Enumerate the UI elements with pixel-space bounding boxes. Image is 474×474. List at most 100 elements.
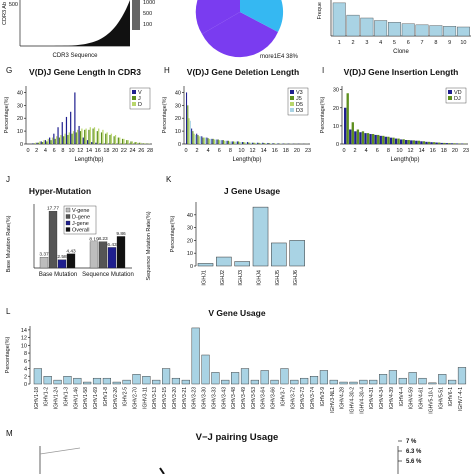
- bar-J5: [202, 137, 204, 144]
- bar-D5: [213, 139, 216, 144]
- bar: [152, 379, 161, 385]
- bar-J5: [243, 142, 245, 144]
- bar-V3: [272, 143, 274, 144]
- bar-J: [33, 143, 35, 144]
- x-tick-label: IGHV1-3: [63, 387, 69, 407]
- bar-D3: [276, 143, 278, 144]
- bar-J: [92, 128, 94, 144]
- bar-J: [84, 129, 86, 144]
- x-tick-label: 23: [463, 148, 469, 154]
- x-tick-label: 0: [342, 148, 345, 154]
- bar-V3: [206, 137, 208, 144]
- pie-slice-blue: [240, 0, 284, 32]
- bar-J5: [263, 142, 265, 144]
- x-tick-label: IGHV3-13: [152, 387, 158, 409]
- bar-V: [70, 111, 72, 144]
- x-tick-label: IGHJ6: [293, 270, 299, 286]
- legend-tick-label: 7 %: [406, 439, 417, 445]
- bar-D: [56, 136, 58, 144]
- legend-tick-label: 6.3 %: [406, 449, 422, 455]
- y-tick-label: 4: [24, 367, 27, 373]
- bar-DJ: [438, 142, 441, 144]
- bar-VD: [394, 138, 398, 144]
- y-axis-label: Percentage(%): [4, 96, 10, 133]
- bar: [290, 379, 299, 385]
- cdr3-color-legend: [132, 0, 140, 30]
- bar-V3: [226, 140, 228, 144]
- legend-swatch: [290, 96, 294, 100]
- bar-V3: [221, 140, 223, 144]
- bar-J: [54, 138, 56, 144]
- x-tick-label: IGHV3-53: [251, 387, 257, 409]
- legend-entry: J5: [296, 96, 302, 102]
- legend-entry: V-gene: [72, 208, 89, 214]
- bar-J: [138, 142, 140, 144]
- bar-D: [140, 142, 142, 144]
- x-tick-label: IGHV3-66: [271, 387, 277, 409]
- y-tick-label: 30: [175, 103, 181, 109]
- cdr3-ylabel: CDR3 Ab: [2, 2, 8, 25]
- bar: [250, 379, 259, 385]
- bar-VD: [369, 134, 372, 144]
- bar: [369, 379, 378, 385]
- y-tick-label: 0: [24, 382, 27, 388]
- bar-J5: [192, 131, 194, 144]
- bar-D: [64, 133, 66, 144]
- bar-J5: [278, 143, 280, 144]
- y-tick-label: 10: [21, 343, 27, 349]
- bar-J: [134, 142, 136, 144]
- panel-j: J Hyper-Mutation Base Mutation Rate(%) Sequ…: [0, 172, 160, 302]
- bar-D5: [244, 142, 246, 144]
- y-tick-label: 20: [333, 106, 339, 112]
- perspective-line: [39, 447, 81, 455]
- bar-VD: [359, 132, 362, 144]
- bar-D5: [229, 141, 231, 144]
- bar-V: [74, 92, 76, 144]
- bar-DJ: [366, 133, 370, 144]
- chart-title: V−J pairing Usage: [196, 432, 279, 443]
- bar-D3: [245, 142, 247, 144]
- clone-tick: 10: [460, 40, 466, 46]
- bar-V-gene: [89, 241, 99, 269]
- bar-VD: [405, 140, 408, 144]
- x-tick-label: IGHV3-73: [300, 387, 306, 409]
- legend-entry: V3: [296, 90, 303, 96]
- category-label: Sequence Mutation: [82, 272, 134, 278]
- x-tick-label: 10: [238, 148, 244, 154]
- bar-D3: [271, 143, 273, 144]
- value-label: 2.58: [57, 254, 67, 260]
- vdj-deletion-length-chart: H V(D)J Gene Deletion Length010203040Perc…: [162, 66, 311, 163]
- bar-D: [68, 132, 70, 144]
- x-tick-label: IGHV3-9: [320, 387, 326, 407]
- bar-D: [77, 129, 79, 144]
- bar-J: [109, 134, 111, 144]
- bar-Overall: [66, 253, 76, 269]
- x-tick-label: 10: [69, 148, 75, 154]
- bar-VD: [374, 134, 377, 144]
- y-tick-label: 20: [17, 116, 23, 122]
- x-tick-label: 20: [452, 148, 458, 154]
- panel-letter: L: [6, 307, 11, 316]
- bar: [349, 381, 358, 385]
- y-axis-label: Base Mutation Rate(%): [6, 215, 12, 272]
- bar-J5: [258, 142, 260, 144]
- bar-DJ: [432, 142, 436, 144]
- bar-V3: [236, 141, 238, 144]
- chart-title: V(D)J Gene Deletion Length: [187, 67, 299, 77]
- bar-D5: [224, 140, 226, 144]
- bar-V: [91, 142, 93, 144]
- bar-D5: [254, 142, 256, 144]
- x-tick-label: IGHV3-43: [221, 387, 227, 409]
- bar: [132, 374, 141, 385]
- bar: [53, 379, 62, 385]
- x-tick-label: 6: [53, 148, 56, 154]
- pie-label: more1E4 38%: [260, 54, 299, 60]
- bar: [270, 379, 279, 385]
- bar-J: [46, 141, 48, 144]
- chart-title: J Gene Usage: [224, 186, 280, 196]
- bar-D: [35, 142, 37, 144]
- bar-D: [89, 127, 91, 144]
- x-tick-label: 0: [184, 148, 187, 154]
- value-label: 9.86: [116, 231, 126, 237]
- bar-D5: [203, 137, 205, 144]
